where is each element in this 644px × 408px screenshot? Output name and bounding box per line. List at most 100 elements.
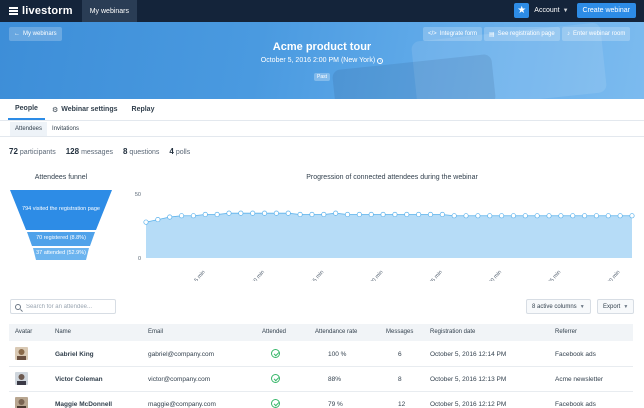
data-point[interactable] [285, 210, 291, 216]
data-point[interactable] [617, 213, 623, 219]
data-point[interactable] [190, 213, 196, 219]
data-point[interactable] [475, 213, 481, 219]
account-menu[interactable]: Account ▼ [534, 7, 568, 14]
enter-webinar-room-button[interactable]: ♪ Enter webinar room [562, 27, 631, 41]
attendee-name[interactable]: Victor Coleman [55, 376, 103, 383]
chevron-down-icon: ▼ [562, 7, 569, 14]
data-point[interactable] [273, 210, 279, 216]
search-input[interactable] [25, 303, 115, 310]
data-point[interactable] [629, 213, 635, 219]
x-tick-label: 20 min [369, 269, 384, 281]
main-tabs: People ⚙ Webinar settings Replay [0, 99, 644, 121]
data-point[interactable] [499, 213, 505, 219]
attendee-email: victor@company.com [148, 376, 211, 383]
subtab-invitations[interactable]: Invitations [52, 126, 80, 132]
registration-date: October 5, 2016 12:12 PM [430, 401, 507, 408]
attendance-rate: 88% [328, 376, 342, 383]
data-point[interactable] [570, 213, 576, 219]
data-point[interactable] [451, 213, 457, 219]
data-point[interactable] [321, 211, 327, 218]
data-point[interactable] [143, 219, 149, 225]
data-point[interactable] [558, 213, 564, 219]
check-circle-icon [271, 399, 280, 408]
data-point[interactable] [333, 210, 339, 216]
active-columns-dropdown[interactable]: 8 active columns ▼ [526, 299, 591, 314]
chevron-down-icon: ▼ [623, 303, 629, 310]
data-point[interactable] [416, 211, 422, 218]
back-to-webinars-button[interactable]: ← My webinars [9, 27, 62, 41]
data-point[interactable] [344, 211, 351, 218]
data-point[interactable] [309, 211, 315, 218]
livestorm-logo[interactable]: livestorm [9, 5, 73, 17]
info-icon[interactable]: i [377, 58, 384, 64]
stat-questions: 8 questions [122, 147, 160, 156]
attendee-name[interactable]: Gabriel King [55, 351, 94, 358]
nav-tab-my-webinars[interactable]: My webinars [81, 0, 138, 22]
column-header-email[interactable]: Email [148, 329, 164, 335]
data-point[interactable] [202, 211, 208, 218]
search-box[interactable] [10, 299, 116, 314]
funnel-label-attended: 37 attended (52.9%) [36, 250, 86, 256]
attendees-area-chart: 50 0 5 min 10 min 15 min 20 min 25 min 30 min 35… [135, 192, 635, 281]
column-header-attended[interactable]: Attended [262, 329, 287, 335]
data-point[interactable] [404, 211, 410, 218]
column-header-registration-date[interactable]: Registration date [430, 329, 476, 335]
data-point[interactable] [463, 213, 469, 219]
data-point[interactable] [439, 211, 445, 218]
data-point[interactable] [546, 213, 552, 219]
integrate-form-button[interactable]: </> Integrate form [423, 27, 483, 41]
attendance-rate: 79 % [328, 401, 343, 408]
data-point[interactable] [179, 213, 185, 219]
data-point[interactable] [380, 211, 386, 218]
data-point[interactable] [261, 210, 268, 216]
data-point[interactable] [582, 213, 588, 219]
column-header-name[interactable]: Name [55, 329, 72, 335]
tab-people[interactable]: People [8, 99, 45, 120]
see-registration-page-button[interactable]: ▤ See registration page [484, 27, 560, 41]
data-point[interactable] [155, 217, 161, 223]
gear-icon: ⚙ [51, 106, 59, 114]
attendee-name[interactable]: Maggie McDonnell [55, 401, 113, 408]
table-row[interactable]: Gabriel King gabriel@company.com 100 % 6… [9, 342, 633, 367]
table-header: Avatar Name Email Attended Attendance ra… [9, 324, 633, 341]
data-point[interactable] [392, 211, 398, 218]
tab-webinar-settings[interactable]: ⚙ Webinar settings [45, 99, 125, 120]
x-tick-label: 40 min [606, 269, 621, 281]
top-navbar: livestorm My webinars ★ Account ▼ Create… [0, 0, 644, 22]
table-row[interactable]: Victor Coleman victor@company.com 88% 8 … [9, 367, 633, 392]
data-point[interactable] [487, 213, 493, 219]
star-icon[interactable]: ★ [514, 3, 530, 18]
data-point[interactable] [522, 213, 528, 219]
funnel-level-registered [27, 232, 95, 246]
message-count: 6 [398, 351, 402, 358]
export-dropdown[interactable]: Export ▼ [597, 299, 635, 314]
data-point[interactable] [605, 213, 611, 219]
tab-replay[interactable]: Replay [131, 106, 155, 113]
data-point[interactable] [427, 211, 434, 218]
column-header-attendance-rate[interactable]: Attendance rate [315, 329, 358, 335]
data-point[interactable] [534, 213, 540, 219]
table-row[interactable]: Maggie McDonnell maggie@company.com 79 %… [9, 392, 633, 408]
stat-participants: 72 participants [9, 147, 56, 156]
column-header-messages[interactable]: Messages [386, 329, 414, 335]
column-header-referrer[interactable]: Referrer [555, 329, 578, 335]
data-point[interactable] [368, 211, 374, 218]
data-point[interactable] [167, 214, 173, 220]
area-fill [146, 213, 632, 258]
data-point[interactable] [214, 211, 220, 218]
check-circle-icon [271, 349, 280, 358]
data-point[interactable] [593, 213, 599, 219]
subtab-attendees[interactable]: Attendees [10, 122, 48, 136]
arrow-left-icon: ← [14, 31, 20, 37]
data-point[interactable] [510, 213, 517, 219]
data-point[interactable] [238, 210, 244, 216]
chart-title: Progression of connected attendees durin… [306, 174, 478, 181]
data-point[interactable] [250, 210, 256, 216]
data-point[interactable] [226, 210, 232, 216]
data-point[interactable] [356, 211, 362, 218]
create-webinar-button[interactable]: Create webinar [576, 3, 636, 18]
data-point[interactable] [297, 211, 303, 218]
avatar [15, 372, 28, 385]
column-header-avatar[interactable]: Avatar [15, 329, 33, 335]
